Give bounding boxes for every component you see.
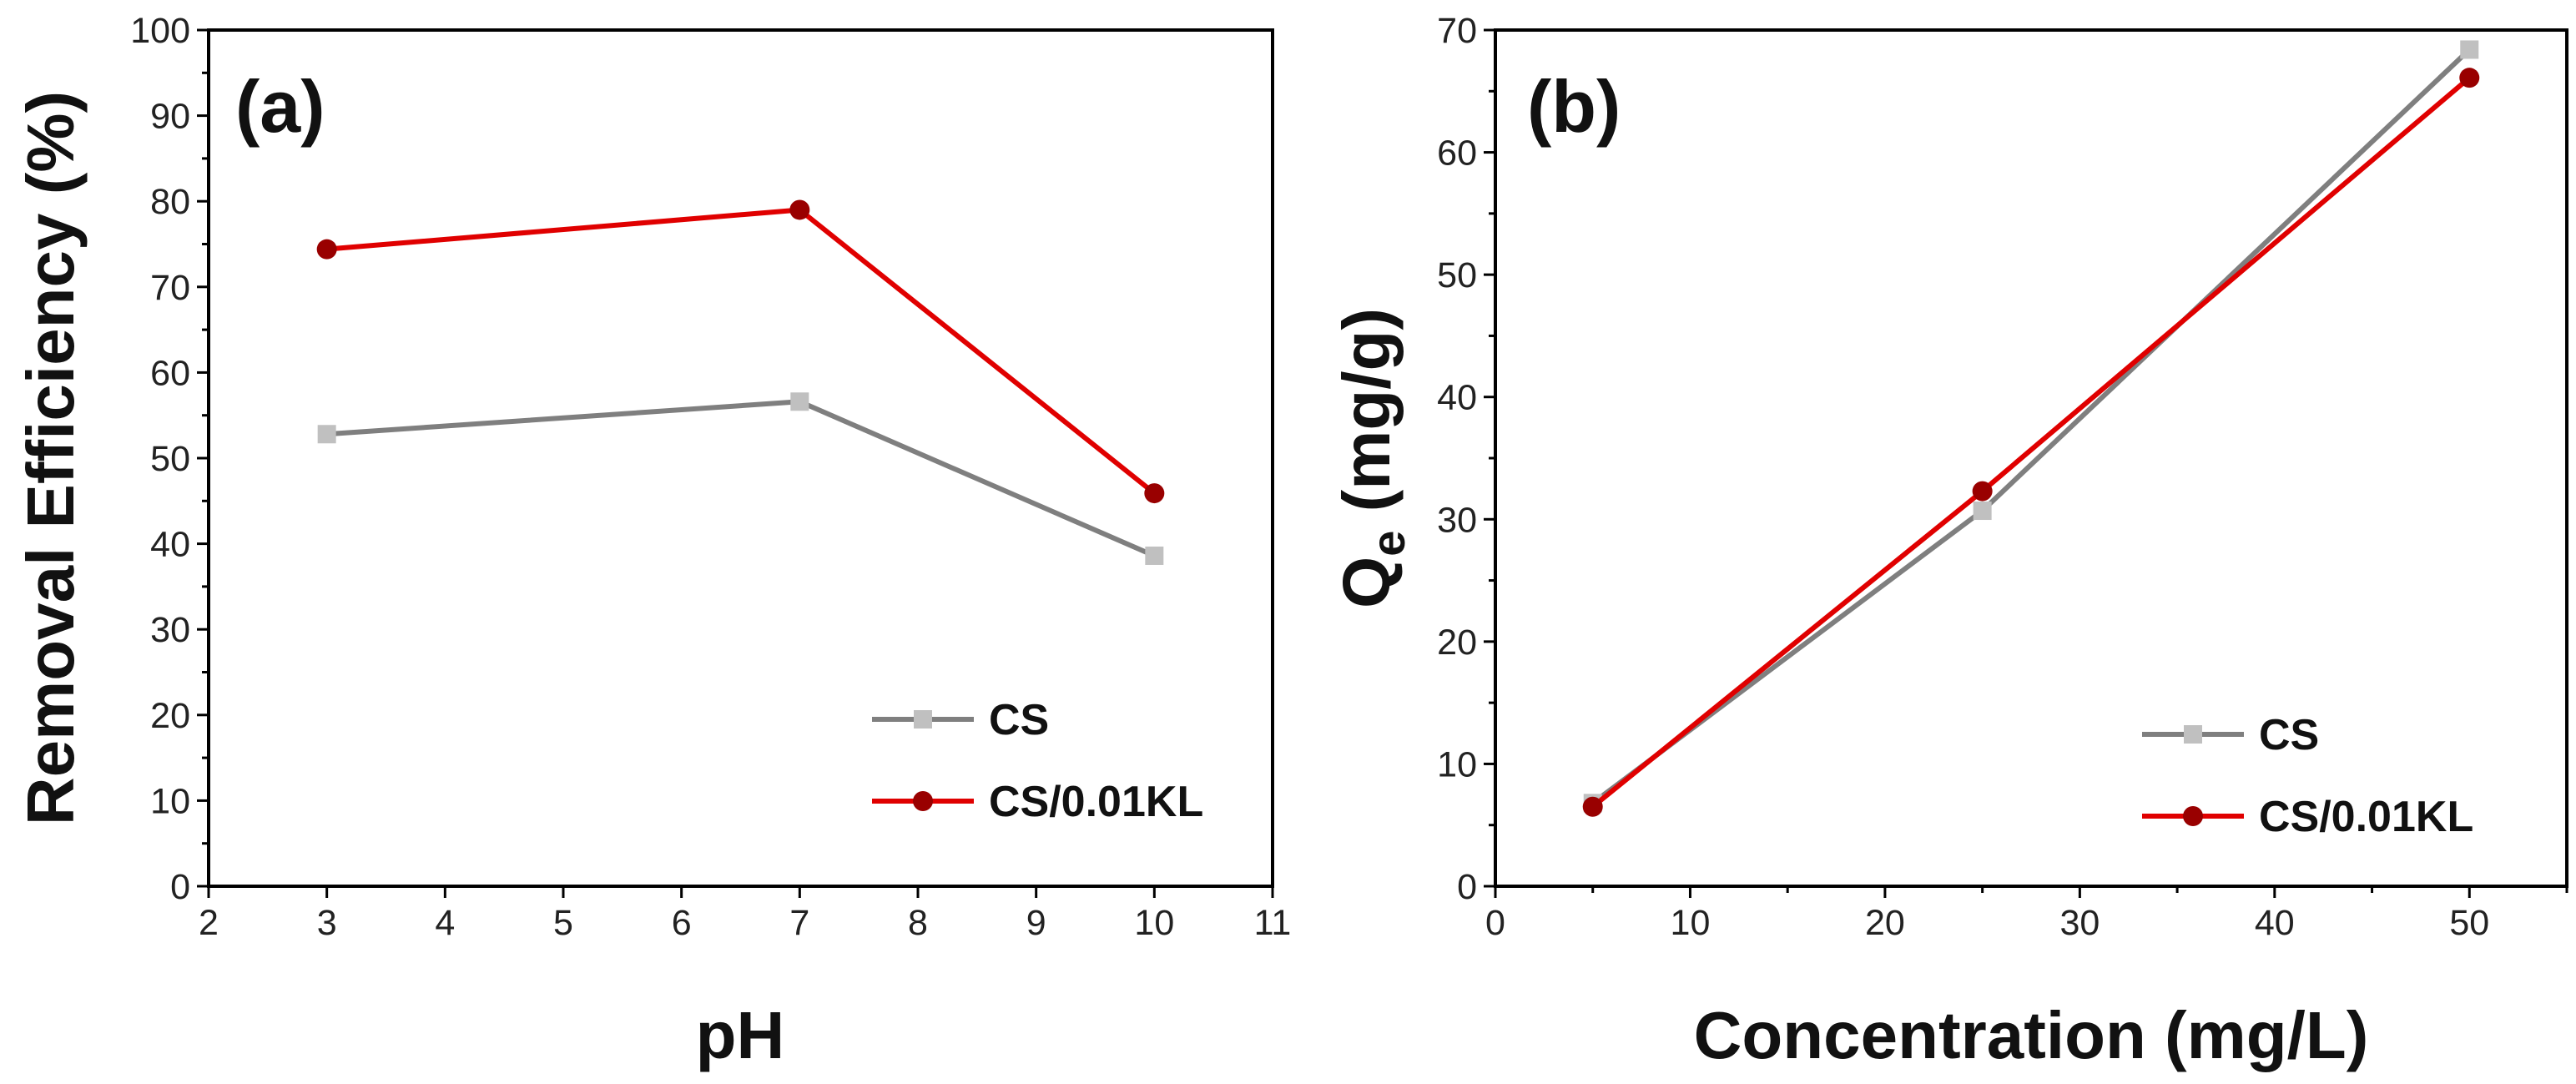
- legend-marker-cs-kl: [2183, 806, 2203, 826]
- x-tick-label: 4: [435, 903, 455, 943]
- data-point-cs-kl: [1582, 796, 1603, 817]
- chart-panel-b: 0 10 20 30 40 50 0 10 20 30 40 50 60 70 (b) Concentra…: [1329, 11, 2568, 1072]
- data-point-cs: [2460, 40, 2479, 59]
- legend-label: CS: [989, 696, 1049, 744]
- y-axis-title-b: Qe (mg/g): [1329, 308, 1414, 608]
- y-tick-label: 40: [1437, 378, 1477, 418]
- y-tick-label: 30: [150, 610, 190, 650]
- legend-marker-cs: [914, 710, 932, 729]
- x-tick-label: 5: [553, 903, 573, 943]
- data-point-cs-kl: [316, 239, 337, 260]
- y-tick-label: 20: [1437, 623, 1477, 663]
- series-line-cs-kl: [326, 207, 1157, 496]
- y-tick-label: 50: [1437, 255, 1477, 295]
- legend-b: CS CS/0.01KL: [2142, 711, 2473, 841]
- y-tick-label: 80: [150, 182, 190, 222]
- x-tick-label: 20: [1865, 903, 1905, 943]
- y-tick-label: 10: [150, 781, 190, 821]
- x-tick-label: 30: [2059, 903, 2100, 943]
- y-tick-label: 40: [150, 525, 190, 565]
- data-point-cs-kl: [789, 199, 810, 220]
- y-axis-title-b-main: Q: [1329, 557, 1404, 608]
- y-tick-label: 20: [150, 696, 190, 736]
- data-point-cs-kl: [1972, 481, 1993, 502]
- x-tick-label: 11: [1254, 903, 1292, 943]
- y-tick-label: 50: [150, 439, 190, 479]
- y-tick-label: 10: [1437, 744, 1477, 784]
- x-tick-label: 9: [1026, 903, 1046, 943]
- y-axis-title-a: Removal Efficiency (%): [13, 91, 88, 825]
- y-tick-label: 70: [1437, 11, 1477, 51]
- y-tick-label: 0: [170, 867, 190, 907]
- x-axis-title-a: pH: [696, 998, 785, 1072]
- panel-label-a: (a): [235, 65, 325, 148]
- x-tick-label: 7: [789, 903, 809, 943]
- y-tick-label: 90: [150, 97, 190, 137]
- y-tick-label: 30: [1437, 500, 1477, 540]
- x-tick-label: 10: [1134, 903, 1174, 943]
- y-tick-label: 60: [150, 353, 190, 393]
- y-tick-label: 70: [150, 268, 190, 308]
- legend-label: CS: [2259, 711, 2319, 759]
- x-tick-label: 8: [908, 903, 928, 943]
- y-tick-label: 0: [1457, 867, 1477, 907]
- y-tick-label: 100: [130, 11, 190, 51]
- data-point-cs: [1973, 502, 1992, 521]
- x-tick-label: 3: [317, 903, 337, 943]
- x-tick-label: 40: [2255, 903, 2295, 943]
- data-point-cs-kl: [2459, 68, 2480, 88]
- x-tick-label: 6: [672, 903, 692, 943]
- series-line-cs-kl: [1590, 75, 2472, 809]
- x-tick-label: 50: [2449, 903, 2489, 943]
- legend-label: CS/0.01KL: [989, 778, 1203, 826]
- x-tick-label: 10: [1671, 903, 1711, 943]
- panel-label-b: (b): [1527, 65, 1621, 148]
- data-point-cs: [317, 425, 336, 444]
- y-axis-title-b-sub: e: [1362, 531, 1414, 557]
- chart-panel-a: 2 3 4 5 6 7 8 9 10 11 0 10 20 30 40 50 60 70 80 90 100 (a) p…: [13, 11, 1291, 1072]
- x-tick-label: 2: [199, 903, 219, 943]
- series-line-cs: [326, 399, 1156, 558]
- legend-marker-cs: [2184, 725, 2202, 744]
- legend-a: CS CS/0.01KL: [872, 696, 1203, 826]
- x-tick-label: 0: [1485, 903, 1505, 943]
- series-line-cs: [1590, 48, 2472, 805]
- legend-label: CS/0.01KL: [2259, 793, 2473, 841]
- data-point-cs-kl: [1144, 483, 1165, 504]
- y-axis-title-b-rest: (mg/g): [1329, 308, 1404, 531]
- data-point-cs: [1145, 546, 1164, 565]
- y-tick-label: 60: [1437, 134, 1477, 174]
- legend-marker-cs-kl: [913, 791, 933, 811]
- data-point-cs: [790, 392, 809, 411]
- x-axis-title-b: Concentration (mg/L): [1694, 998, 2369, 1072]
